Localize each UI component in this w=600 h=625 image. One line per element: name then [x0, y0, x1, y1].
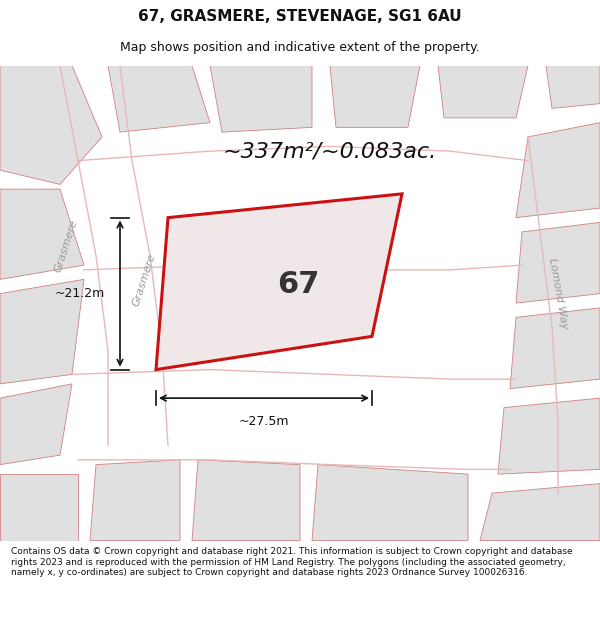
Polygon shape [0, 279, 84, 384]
Polygon shape [210, 66, 312, 132]
Polygon shape [108, 66, 210, 132]
Polygon shape [0, 384, 72, 464]
Text: Contains OS data © Crown copyright and database right 2021. This information is : Contains OS data © Crown copyright and d… [11, 548, 572, 577]
Text: Grasmere: Grasmere [131, 252, 157, 307]
Text: 67: 67 [277, 269, 320, 299]
Text: 67, GRASMERE, STEVENAGE, SG1 6AU: 67, GRASMERE, STEVENAGE, SG1 6AU [138, 9, 462, 24]
Polygon shape [516, 222, 600, 303]
Polygon shape [156, 194, 402, 369]
Polygon shape [312, 464, 468, 541]
Polygon shape [0, 474, 78, 541]
Polygon shape [330, 66, 420, 128]
Polygon shape [498, 398, 600, 474]
Text: Lomond Way: Lomond Way [547, 258, 569, 330]
Polygon shape [480, 484, 600, 541]
Polygon shape [546, 66, 600, 108]
Text: ~27.5m: ~27.5m [239, 415, 289, 428]
Polygon shape [438, 66, 528, 118]
Polygon shape [516, 122, 600, 218]
Text: Grasmere: Grasmere [53, 218, 79, 274]
Polygon shape [0, 66, 102, 184]
Polygon shape [0, 189, 84, 279]
Polygon shape [192, 460, 300, 541]
Text: Map shows position and indicative extent of the property.: Map shows position and indicative extent… [120, 41, 480, 54]
Polygon shape [510, 308, 600, 389]
Text: ~337m²/~0.083ac.: ~337m²/~0.083ac. [223, 141, 437, 161]
Text: ~21.2m: ~21.2m [55, 287, 105, 300]
Polygon shape [90, 460, 180, 541]
